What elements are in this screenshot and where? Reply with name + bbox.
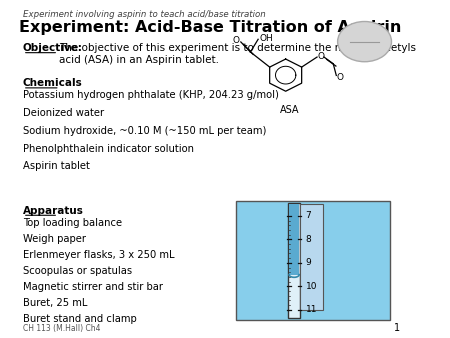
FancyBboxPatch shape bbox=[300, 204, 323, 310]
Text: Weigh paper: Weigh paper bbox=[23, 234, 86, 244]
FancyBboxPatch shape bbox=[236, 201, 390, 320]
Text: O: O bbox=[232, 37, 239, 45]
Text: The objective of this experiment is to determine the mass of acetyls
acid (ASA) : The objective of this experiment is to d… bbox=[59, 43, 416, 65]
Text: Deionized water: Deionized water bbox=[23, 108, 104, 118]
Text: Scoopulas or spatulas: Scoopulas or spatulas bbox=[23, 266, 132, 276]
Ellipse shape bbox=[338, 22, 392, 62]
Text: Objective:: Objective: bbox=[23, 43, 83, 53]
FancyBboxPatch shape bbox=[288, 202, 300, 318]
Text: OH: OH bbox=[260, 34, 274, 43]
Text: 8: 8 bbox=[306, 235, 311, 244]
Text: Erlenmeyer flasks, 3 x 250 mL: Erlenmeyer flasks, 3 x 250 mL bbox=[23, 250, 174, 260]
Text: 10: 10 bbox=[306, 282, 317, 291]
Text: Magnetic stirrer and stir bar: Magnetic stirrer and stir bar bbox=[23, 282, 163, 292]
Text: Chemicals: Chemicals bbox=[23, 78, 82, 89]
Text: Top loading balance: Top loading balance bbox=[23, 218, 122, 227]
Text: Aspirin tablet: Aspirin tablet bbox=[23, 161, 90, 171]
Text: ASA: ASA bbox=[280, 105, 299, 115]
Text: Sodium hydroxide, ~0.10 M (~150 mL per team): Sodium hydroxide, ~0.10 M (~150 mL per t… bbox=[23, 126, 266, 136]
Text: 9: 9 bbox=[306, 258, 311, 267]
Text: Buret stand and clamp: Buret stand and clamp bbox=[23, 314, 136, 324]
Text: Potassium hydrogen phthalate (KHP, 204.23 g/mol): Potassium hydrogen phthalate (KHP, 204.2… bbox=[23, 90, 279, 100]
Text: CH 113 (M.Hall) Ch4: CH 113 (M.Hall) Ch4 bbox=[23, 323, 100, 333]
Text: O: O bbox=[317, 51, 324, 61]
Text: 11: 11 bbox=[306, 305, 317, 314]
Text: Experiment involving aspirin to teach acid/base titration: Experiment involving aspirin to teach ac… bbox=[23, 10, 265, 19]
Text: 7: 7 bbox=[306, 212, 311, 220]
Text: O: O bbox=[337, 73, 344, 82]
Text: Experiment: Acid-Base Titration of Aspirin: Experiment: Acid-Base Titration of Aspir… bbox=[19, 20, 402, 35]
Text: 1: 1 bbox=[394, 322, 400, 333]
FancyBboxPatch shape bbox=[289, 204, 299, 275]
Text: Phenolphthalein indicator solution: Phenolphthalein indicator solution bbox=[23, 144, 194, 153]
Text: Apparatus: Apparatus bbox=[23, 206, 84, 216]
Text: Buret, 25 mL: Buret, 25 mL bbox=[23, 298, 87, 308]
